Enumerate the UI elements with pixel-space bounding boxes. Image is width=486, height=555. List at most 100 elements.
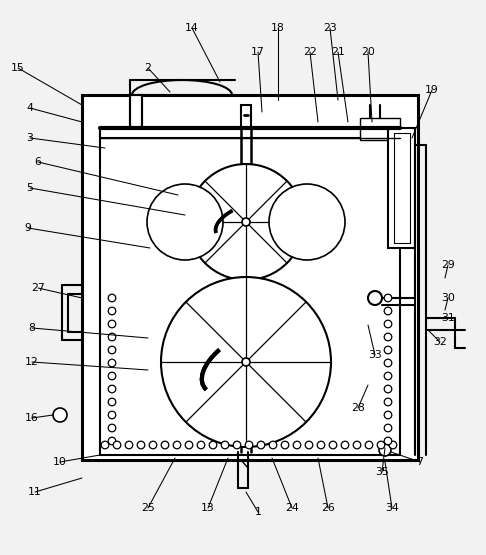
Circle shape	[269, 441, 277, 449]
Circle shape	[221, 441, 229, 449]
Circle shape	[377, 441, 385, 449]
Circle shape	[101, 441, 109, 449]
Text: 9: 9	[25, 223, 32, 233]
Circle shape	[384, 411, 392, 419]
Circle shape	[305, 441, 313, 449]
Circle shape	[108, 437, 116, 445]
Text: 32: 32	[433, 337, 447, 347]
Circle shape	[384, 398, 392, 406]
Bar	[130, 95, 142, 128]
Circle shape	[173, 441, 181, 449]
Text: 16: 16	[25, 413, 39, 423]
Circle shape	[329, 441, 337, 449]
Text: 14: 14	[185, 23, 199, 33]
Circle shape	[108, 359, 116, 367]
Text: 12: 12	[25, 357, 39, 367]
Circle shape	[149, 441, 157, 449]
Circle shape	[108, 346, 116, 354]
Circle shape	[242, 358, 250, 366]
Circle shape	[368, 291, 382, 305]
Circle shape	[53, 408, 67, 422]
Circle shape	[384, 320, 392, 328]
Text: 30: 30	[441, 293, 455, 303]
Text: 19: 19	[425, 85, 439, 95]
Bar	[100, 128, 400, 138]
Text: 34: 34	[385, 503, 399, 513]
Circle shape	[353, 441, 361, 449]
Circle shape	[384, 294, 392, 302]
Circle shape	[365, 441, 373, 449]
Text: 18: 18	[271, 23, 285, 33]
Bar	[100, 130, 400, 455]
Circle shape	[384, 359, 392, 367]
Text: 20: 20	[361, 47, 375, 57]
Text: 10: 10	[53, 457, 67, 467]
Text: 28: 28	[351, 403, 365, 413]
Circle shape	[269, 184, 345, 260]
Circle shape	[185, 441, 193, 449]
Circle shape	[108, 307, 116, 315]
Text: 31: 31	[441, 313, 455, 323]
Text: 6: 6	[35, 157, 41, 167]
Circle shape	[209, 441, 217, 449]
Circle shape	[379, 444, 391, 456]
Text: 21: 21	[331, 47, 345, 57]
Circle shape	[384, 424, 392, 432]
Circle shape	[384, 333, 392, 341]
Circle shape	[384, 346, 392, 354]
Circle shape	[147, 184, 223, 260]
Text: 17: 17	[251, 47, 265, 57]
Circle shape	[108, 320, 116, 328]
Text: 8: 8	[29, 323, 35, 333]
Bar	[82, 95, 418, 460]
Text: 2: 2	[144, 63, 152, 73]
Text: 26: 26	[321, 503, 335, 513]
Circle shape	[245, 441, 253, 449]
Text: 35: 35	[375, 467, 389, 477]
Bar	[394, 133, 410, 243]
Circle shape	[137, 441, 145, 449]
Circle shape	[108, 411, 116, 419]
Text: 13: 13	[201, 503, 215, 513]
Text: 11: 11	[28, 487, 42, 497]
Text: 29: 29	[441, 260, 455, 270]
Circle shape	[197, 441, 205, 449]
Text: 1: 1	[255, 507, 261, 517]
Text: 25: 25	[141, 503, 155, 513]
Text: 15: 15	[11, 63, 25, 73]
Text: 3: 3	[27, 133, 34, 143]
Circle shape	[108, 372, 116, 380]
Circle shape	[389, 441, 397, 449]
Text: 22: 22	[303, 47, 317, 57]
Circle shape	[108, 333, 116, 341]
Circle shape	[384, 385, 392, 393]
Text: 5: 5	[27, 183, 34, 193]
Circle shape	[108, 385, 116, 393]
Circle shape	[384, 307, 392, 315]
Circle shape	[113, 441, 121, 449]
Circle shape	[108, 424, 116, 432]
Circle shape	[188, 164, 304, 280]
Circle shape	[341, 441, 349, 449]
Bar	[360, 118, 400, 140]
Circle shape	[242, 218, 250, 226]
Text: 7: 7	[417, 457, 423, 467]
Circle shape	[125, 441, 133, 449]
Text: 24: 24	[285, 503, 299, 513]
Circle shape	[384, 372, 392, 380]
Circle shape	[233, 441, 241, 449]
Text: 23: 23	[323, 23, 337, 33]
Circle shape	[281, 441, 289, 449]
Circle shape	[161, 277, 331, 447]
Circle shape	[293, 441, 301, 449]
Circle shape	[108, 294, 116, 302]
Circle shape	[108, 398, 116, 406]
Text: 27: 27	[31, 283, 45, 293]
Text: 33: 33	[368, 350, 382, 360]
Circle shape	[161, 441, 169, 449]
Circle shape	[384, 437, 392, 445]
Text: 4: 4	[27, 103, 34, 113]
Circle shape	[317, 441, 325, 449]
Circle shape	[257, 441, 265, 449]
Bar	[388, 128, 415, 248]
